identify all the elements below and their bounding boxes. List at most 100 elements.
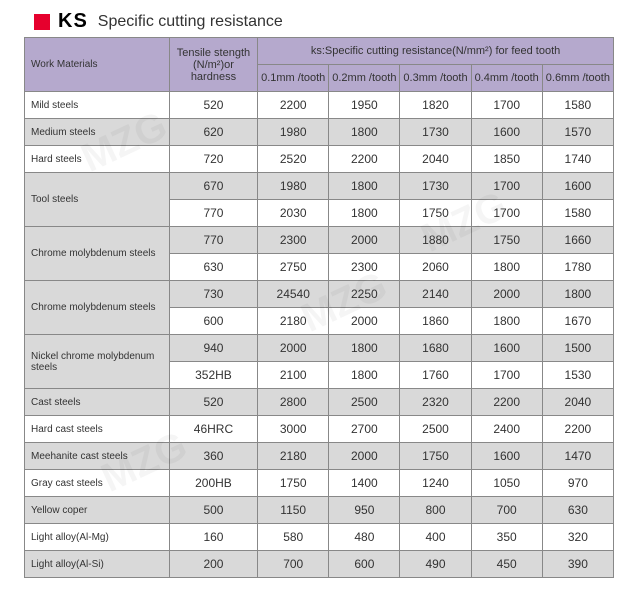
cell-value: 1850 <box>471 146 542 173</box>
table-row: Tool steels67019801800173017001600 <box>25 173 614 200</box>
cell-value: 350 <box>471 524 542 551</box>
cell-material: Yellow coper <box>25 497 170 524</box>
cell-value: 1800 <box>471 254 542 281</box>
cell-material: Cast steels <box>25 389 170 416</box>
cell-value: 1750 <box>400 443 471 470</box>
col-tensile: Tensile stength (N/m²)or hardness <box>169 38 257 92</box>
table-row: Yellow coper5001150950800700630 <box>25 497 614 524</box>
table-row: Light alloy(Al-Si)200700600490450390 <box>25 551 614 578</box>
cell-material: Mild steels <box>25 92 170 119</box>
cell-tensile: 770 <box>169 200 257 227</box>
cell-value: 1800 <box>471 308 542 335</box>
cell-value: 1570 <box>542 119 613 146</box>
col-feed-1: 0.2mm /tooth <box>329 65 400 92</box>
cell-tensile: 200HB <box>169 470 257 497</box>
cell-tensile: 670 <box>169 173 257 200</box>
table-row: Hard steels72025202200204018501740 <box>25 146 614 173</box>
cell-value: 1680 <box>400 335 471 362</box>
cell-value: 2700 <box>329 416 400 443</box>
cell-value: 480 <box>329 524 400 551</box>
cell-value: 3000 <box>258 416 329 443</box>
cell-value: 2750 <box>258 254 329 281</box>
cell-material: Hard cast steels <box>25 416 170 443</box>
cell-value: 1670 <box>542 308 613 335</box>
table-row: Gray cast steels200HB1750140012401050970 <box>25 470 614 497</box>
cell-tensile: 770 <box>169 227 257 254</box>
cell-value: 1500 <box>542 335 613 362</box>
cell-value: 2200 <box>542 416 613 443</box>
cell-value: 2520 <box>258 146 329 173</box>
cell-value: 1860 <box>400 308 471 335</box>
cell-value: 1730 <box>400 119 471 146</box>
cell-value: 970 <box>542 470 613 497</box>
cell-value: 1470 <box>542 443 613 470</box>
table-row: Hard cast steels46HRC3000270025002400220… <box>25 416 614 443</box>
cell-value: 630 <box>542 497 613 524</box>
cell-value: 390 <box>542 551 613 578</box>
cell-tensile: 620 <box>169 119 257 146</box>
cell-value: 400 <box>400 524 471 551</box>
cell-value: 2000 <box>258 335 329 362</box>
cell-value: 2060 <box>400 254 471 281</box>
cell-value: 1980 <box>258 173 329 200</box>
cell-tensile: 630 <box>169 254 257 281</box>
cell-tensile: 940 <box>169 335 257 362</box>
cell-tensile: 520 <box>169 92 257 119</box>
cell-value: 1700 <box>471 92 542 119</box>
cell-tensile: 46HRC <box>169 416 257 443</box>
title-text: Specific cutting resistance <box>98 13 283 31</box>
cell-value: 1700 <box>471 362 542 389</box>
cell-material: Meehanite cast steels <box>25 443 170 470</box>
cell-value: 2250 <box>329 281 400 308</box>
table-row: Chrome molybdenum steels7302454022502140… <box>25 281 614 308</box>
cell-value: 1800 <box>329 200 400 227</box>
col-feed-2: 0.3mm /tooth <box>400 65 471 92</box>
cell-value: 2300 <box>258 227 329 254</box>
cell-value: 24540 <box>258 281 329 308</box>
table-row: Medium steels62019801800173016001570 <box>25 119 614 146</box>
cell-value: 800 <box>400 497 471 524</box>
cell-value: 450 <box>471 551 542 578</box>
col-feed-3: 0.4mm /tooth <box>471 65 542 92</box>
table-row: Mild steels52022001950182017001580 <box>25 92 614 119</box>
cell-value: 2140 <box>400 281 471 308</box>
cell-material: Gray cast steels <box>25 470 170 497</box>
col-work-materials: Work Materials <box>25 38 170 92</box>
cell-material: Chrome molybdenum steels <box>25 281 170 335</box>
cell-value: 1800 <box>329 119 400 146</box>
cutting-resistance-table: Work Materials Tensile stength (N/m²)or … <box>24 37 614 578</box>
cell-value: 2320 <box>400 389 471 416</box>
cell-value: 2000 <box>329 443 400 470</box>
cell-material: Nickel chrome molybdenum steels <box>25 335 170 389</box>
cell-value: 2200 <box>471 389 542 416</box>
cell-value: 1780 <box>542 254 613 281</box>
cell-value: 1700 <box>471 200 542 227</box>
cell-value: 2180 <box>258 308 329 335</box>
cell-value: 2040 <box>400 146 471 173</box>
cell-value: 1750 <box>400 200 471 227</box>
cell-value: 1660 <box>542 227 613 254</box>
cell-value: 2180 <box>258 443 329 470</box>
cell-tensile: 520 <box>169 389 257 416</box>
cell-value: 2040 <box>542 389 613 416</box>
cell-tensile: 352HB <box>169 362 257 389</box>
cell-value: 1750 <box>258 470 329 497</box>
ks-label: KS <box>58 10 88 33</box>
col-ks-header: ks:Specific cutting resistance(N/mm²) fo… <box>258 38 614 65</box>
cell-value: 1730 <box>400 173 471 200</box>
cell-tensile: 360 <box>169 443 257 470</box>
col-feed-0: 0.1mm /tooth <box>258 65 329 92</box>
cell-tensile: 160 <box>169 524 257 551</box>
cell-tensile: 200 <box>169 551 257 578</box>
cell-material: Medium steels <box>25 119 170 146</box>
cell-value: 1400 <box>329 470 400 497</box>
cell-value: 1950 <box>329 92 400 119</box>
cell-value: 1600 <box>542 173 613 200</box>
table-row: Chrome molybdenum steels7702300200018801… <box>25 227 614 254</box>
cell-value: 1800 <box>329 173 400 200</box>
cell-value: 320 <box>542 524 613 551</box>
cell-value: 1050 <box>471 470 542 497</box>
cell-value: 700 <box>471 497 542 524</box>
title-row: KS Specific cutting resistance <box>10 10 610 33</box>
cell-value: 1580 <box>542 92 613 119</box>
